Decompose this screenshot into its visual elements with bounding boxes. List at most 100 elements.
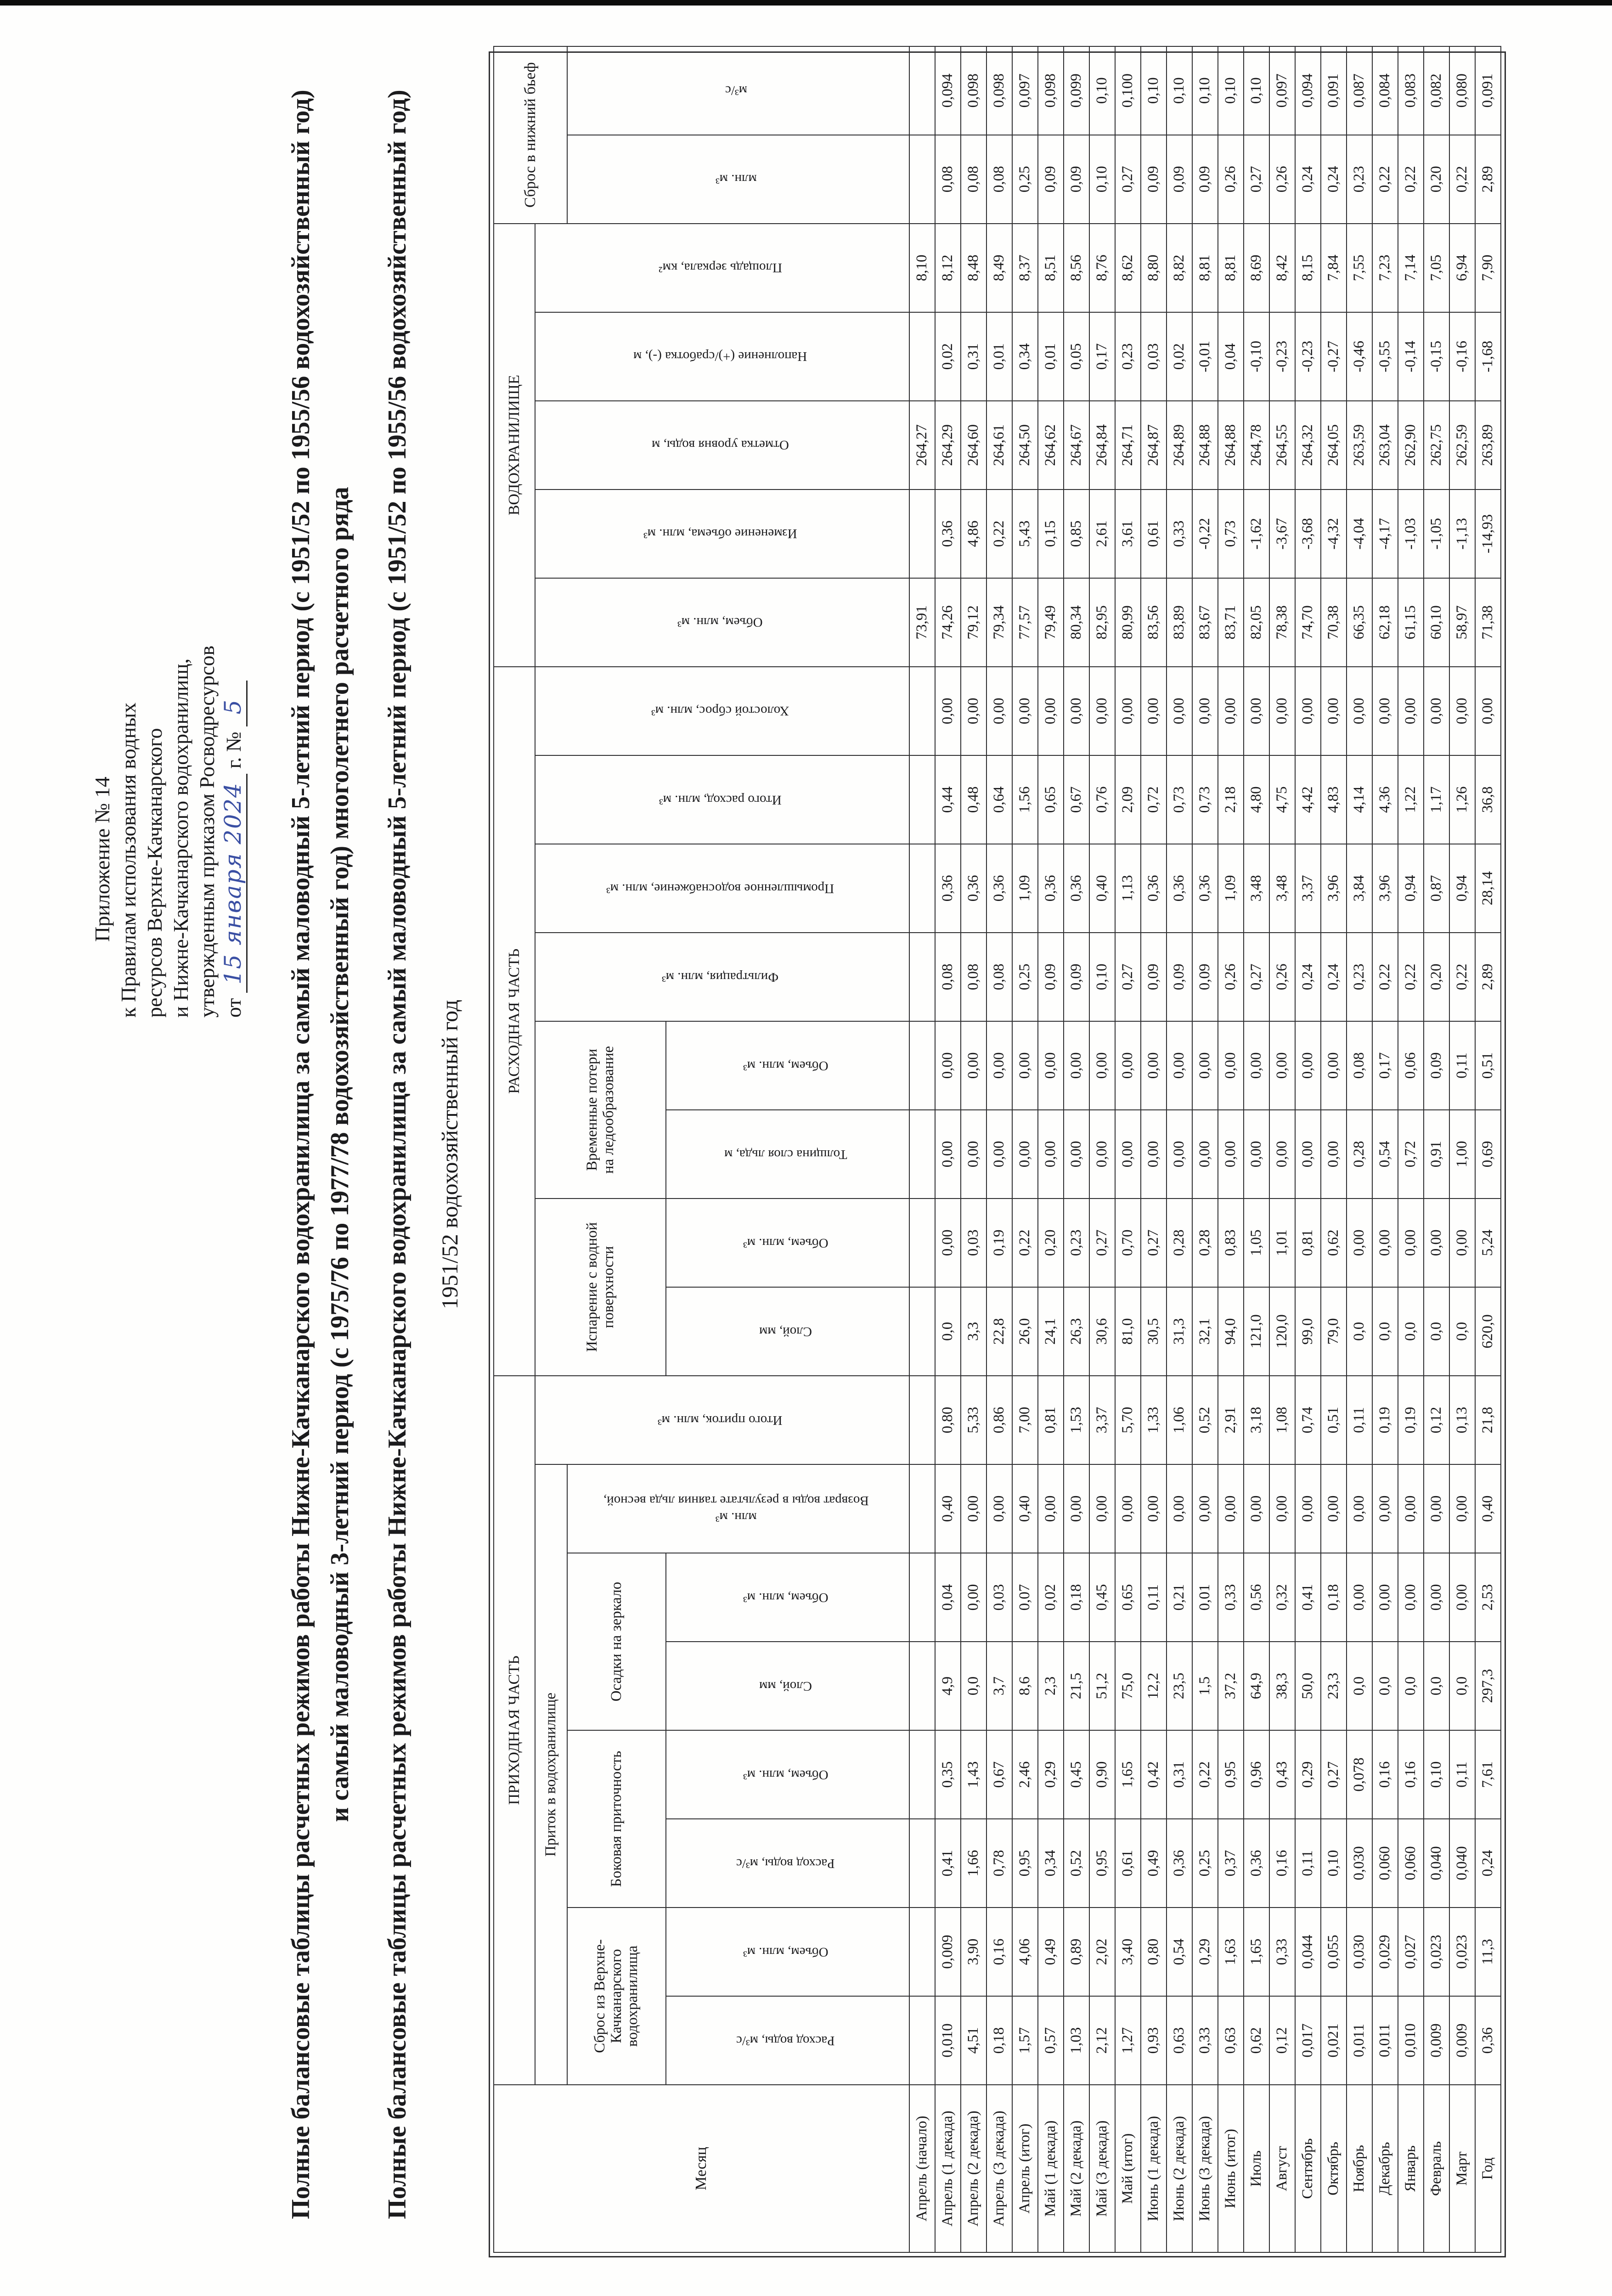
data-cell: 0,098 bbox=[961, 46, 986, 135]
data-cell: 2,46 bbox=[1012, 1730, 1038, 1819]
data-cell: 0,93 bbox=[1141, 1996, 1167, 2085]
column-header: Фильтрация, млн. м³ bbox=[535, 932, 909, 1021]
data-cell: 7,61 bbox=[1475, 1730, 1501, 1819]
data-cell: 0,27 bbox=[1089, 1198, 1115, 1287]
data-cell: 0,009 bbox=[1449, 1996, 1475, 2085]
data-cell: 0,36 bbox=[935, 489, 961, 578]
data-cell bbox=[909, 932, 935, 1021]
data-cell: 3,90 bbox=[961, 1908, 986, 1996]
data-cell: 0,07 bbox=[1012, 1553, 1038, 1642]
data-cell: 1,63 bbox=[1218, 1908, 1244, 1996]
data-cell: 0,00 bbox=[1398, 1198, 1424, 1287]
data-cell: 0,0 bbox=[1398, 1287, 1424, 1376]
column-header-label: Изменение объема, млн. м³ bbox=[643, 526, 797, 541]
data-cell: 8,48 bbox=[961, 223, 986, 312]
data-cell: 3,37 bbox=[1089, 1375, 1115, 1464]
data-cell: 1,57 bbox=[1012, 1996, 1038, 2085]
column-header-label: м³/с bbox=[725, 83, 748, 98]
data-cell: 0,36 bbox=[1244, 1819, 1269, 1908]
data-cell: 0,091 bbox=[1321, 46, 1347, 135]
data-cell: 264,05 bbox=[1321, 400, 1347, 490]
data-cell: 1,56 bbox=[1012, 755, 1038, 844]
table-row: Апрель (3 декада) 0,18 0,16 0,78 0,67 3,7 0,03… bbox=[986, 46, 1012, 2252]
data-cell: 1,53 bbox=[1064, 1375, 1089, 1464]
data-cell: 7,55 bbox=[1347, 223, 1372, 312]
data-cell: 2,3 bbox=[1038, 1642, 1064, 1730]
data-cell: 0,00 bbox=[986, 666, 1012, 755]
data-cell: -0,01 bbox=[1192, 312, 1218, 401]
appendix-line: Приложение № 14 bbox=[90, 777, 114, 942]
column-header-label: Объем, млн. м³ bbox=[743, 1767, 829, 1782]
data-cell: 0,017 bbox=[1295, 1996, 1321, 2085]
data-cell bbox=[909, 844, 935, 933]
handwritten-number: 5 bbox=[220, 680, 248, 726]
data-cell: 0,11 bbox=[1295, 1819, 1321, 1908]
data-cell: 263,04 bbox=[1372, 400, 1398, 490]
month-cell: Сентябрь bbox=[1295, 2085, 1321, 2252]
data-cell: 0,02 bbox=[935, 312, 961, 401]
data-cell: -0,27 bbox=[1321, 312, 1347, 401]
data-cell: 264,89 bbox=[1167, 400, 1192, 490]
data-cell: 5,24 bbox=[1475, 1198, 1501, 1287]
column-header-label: Месяц bbox=[693, 2147, 710, 2190]
data-cell: 0,030 bbox=[1347, 1908, 1372, 1996]
data-cell: 0,48 bbox=[961, 755, 986, 844]
data-cell: 0,26 bbox=[1269, 932, 1295, 1021]
data-cell: 0,0 bbox=[1372, 1287, 1398, 1376]
data-cell: 2,91 bbox=[1218, 1375, 1244, 1464]
data-cell: 0,08 bbox=[986, 135, 1012, 224]
data-cell: 4,83 bbox=[1321, 755, 1347, 844]
data-cell bbox=[909, 1553, 935, 1642]
date-prefix: от bbox=[222, 998, 245, 1018]
data-cell: 0,23 bbox=[1064, 1198, 1089, 1287]
data-cell bbox=[909, 1021, 935, 1110]
month-cell: Май (3 декада) bbox=[1089, 2085, 1115, 2252]
column-header-label: Испарение с водной поверхности bbox=[583, 1222, 617, 1352]
data-cell: 0,41 bbox=[935, 1819, 961, 1908]
column-header-label: Объем, млн. м³ bbox=[743, 1590, 829, 1605]
month-cell: Год bbox=[1475, 2085, 1501, 2252]
column-header-label: Объем, млн. м³ bbox=[743, 1944, 829, 1959]
data-cell: 0,24 bbox=[1295, 135, 1321, 224]
table-row: Апрель (2 декада) 4,51 3,90 1,66 1,43 0,0 0,00… bbox=[961, 46, 986, 2252]
data-cell: 264,61 bbox=[986, 400, 1012, 490]
column-header: Холостой сброс, млн. м³ bbox=[535, 666, 909, 755]
data-cell: 0,52 bbox=[1064, 1819, 1089, 1908]
table-row: Апрель (1 декада) 0,010 0,009 0,41 0,35 4,9 0,… bbox=[935, 46, 961, 2252]
column-header-label: Боковая приточность bbox=[608, 1750, 625, 1887]
data-cell: 0,03 bbox=[1141, 312, 1167, 401]
data-cell: 0,13 bbox=[1449, 1375, 1475, 1464]
month-cell: Май (2 декада) bbox=[1064, 2085, 1089, 2252]
data-cell: 0,00 bbox=[1347, 1553, 1372, 1642]
data-cell: 0,10 bbox=[1141, 46, 1167, 135]
column-header-label: Отметка уровня воды, м bbox=[651, 438, 789, 453]
data-cell: 0,00 bbox=[1115, 666, 1141, 755]
data-cell: 0,22 bbox=[1192, 1730, 1218, 1819]
data-cell: 66,35 bbox=[1347, 578, 1372, 667]
data-cell: 0,26 bbox=[1269, 135, 1295, 224]
data-cell: 0,00 bbox=[1295, 1021, 1321, 1110]
data-cell: -4,17 bbox=[1372, 489, 1398, 578]
column-header: Слой, мм bbox=[666, 1287, 909, 1376]
data-cell: 82,05 bbox=[1244, 578, 1269, 667]
data-cell: 0,00 bbox=[935, 666, 961, 755]
data-cell: 0,11 bbox=[1449, 1730, 1475, 1819]
column-header: РАСХОДНАЯ ЧАСТЬ bbox=[494, 666, 535, 1376]
data-cell: 0,28 bbox=[1192, 1198, 1218, 1287]
data-cell: 0,25 bbox=[1192, 1819, 1218, 1908]
column-header-label: Сброс из Верхне- Качканарского водохрани… bbox=[592, 1939, 641, 2053]
data-cell: 121,0 bbox=[1244, 1287, 1269, 1376]
data-cell: 0,0 bbox=[961, 1642, 986, 1730]
data-cell: 0,00 bbox=[1064, 666, 1089, 755]
column-header: Толщина слоя льда, м bbox=[666, 1109, 909, 1199]
data-cell: 26,3 bbox=[1064, 1287, 1089, 1376]
data-cell: 0,00 bbox=[1398, 666, 1424, 755]
data-cell: 0,011 bbox=[1347, 1996, 1372, 2085]
data-cell: 83,67 bbox=[1192, 578, 1218, 667]
data-cell: 0,24 bbox=[1321, 135, 1347, 224]
data-cell: 0,27 bbox=[1115, 135, 1141, 224]
data-cell: 0,34 bbox=[1038, 1819, 1064, 1908]
month-cell: Январь bbox=[1398, 2085, 1424, 2252]
data-cell: 1,09 bbox=[1012, 844, 1038, 933]
column-header: Отметка уровня воды, м bbox=[535, 400, 909, 490]
